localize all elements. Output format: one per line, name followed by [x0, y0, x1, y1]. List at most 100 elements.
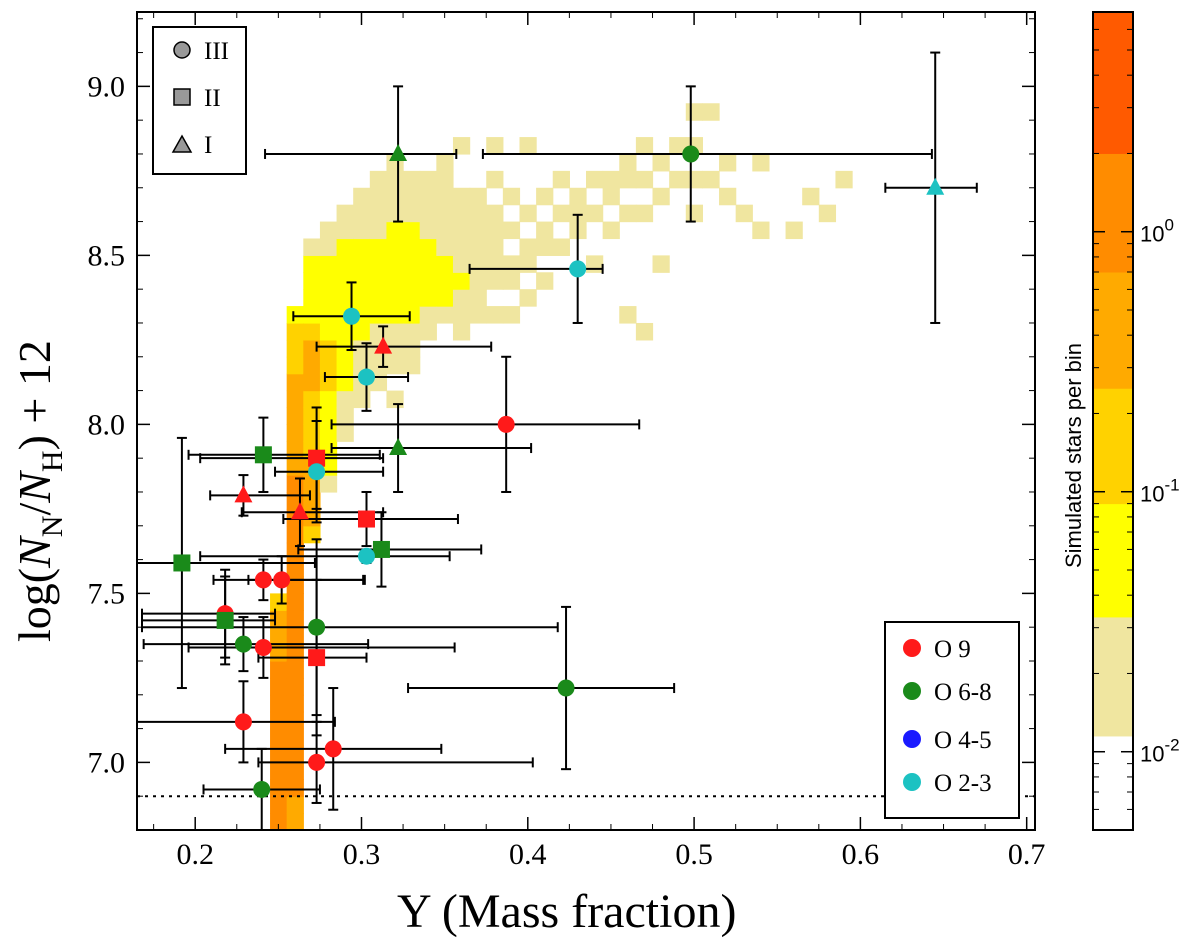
data-point-circle — [254, 571, 272, 589]
heatmap-cell — [319, 289, 338, 307]
y-axis-title-log: log( — [9, 568, 60, 642]
heatmap-cell — [419, 322, 437, 341]
heatmap-cell — [369, 187, 388, 206]
heatmap-cell — [303, 255, 321, 273]
legend-label-iii: III — [204, 38, 229, 65]
heatmap-cell — [419, 306, 437, 324]
heatmap-cell — [286, 627, 304, 645]
heatmap-cell — [303, 322, 321, 341]
heatmap-cell — [635, 170, 654, 189]
heatmap-cell — [319, 356, 338, 375]
heatmap-cell — [286, 610, 304, 628]
heatmap-cell — [486, 137, 504, 155]
data-point-triangle — [234, 485, 253, 503]
heatmap-cell — [403, 356, 421, 375]
heatmap-cell — [286, 525, 304, 544]
heatmap-cell — [286, 356, 304, 375]
heatmap-cell — [270, 813, 288, 831]
heatmap-cell — [369, 238, 388, 256]
heatmap-cell — [319, 221, 338, 240]
y-tick-label: 9.0 — [88, 70, 126, 103]
heatmap-cell — [486, 272, 504, 290]
data-point-triangle — [374, 336, 393, 354]
heatmap-cell — [469, 187, 487, 206]
data-point-triangle — [926, 177, 945, 195]
heatmap-cell — [635, 137, 654, 155]
x-tick-label: 0.3 — [343, 838, 381, 871]
legend-label-o9: O 9 — [934, 636, 971, 663]
colorbar-tick-label: 10-2 — [1140, 736, 1180, 767]
heatmap-cell — [436, 187, 454, 206]
heatmap-cell — [336, 356, 354, 375]
heatmap-cell — [469, 289, 487, 307]
heatmap-cell — [669, 170, 687, 189]
y-axis-title-n: N — [9, 535, 60, 569]
heatmap-cell — [419, 272, 437, 290]
data-point-square — [372, 540, 390, 558]
heatmap-cell — [286, 711, 304, 730]
heatmap-cell — [386, 187, 404, 206]
heatmap-cell — [286, 390, 304, 409]
data-point-triangle — [389, 143, 408, 161]
heatmap-cell — [319, 238, 338, 256]
heatmap-cell — [469, 238, 487, 256]
heatmap-cell — [419, 187, 437, 206]
heatmap-cell — [270, 796, 288, 814]
heatmap-cell — [436, 289, 454, 307]
x-axis-title: Y (Mass fraction) — [397, 885, 736, 938]
heatmap-cell — [469, 255, 487, 273]
heatmap-cell — [369, 170, 388, 189]
heatmap-cell — [336, 424, 354, 442]
heatmap-cell — [353, 390, 371, 409]
legend-o23-icon — [903, 773, 921, 791]
heatmap-cell — [569, 187, 587, 206]
heatmap-cell — [386, 238, 404, 256]
shape-legend-box — [152, 26, 247, 175]
heatmap-cell — [502, 255, 521, 273]
legend-label-o45: O 4-5 — [934, 727, 992, 754]
heatmap-cell — [336, 221, 354, 240]
heatmap-cell — [286, 677, 304, 696]
heatmap-cell — [369, 272, 388, 290]
colorbar-tick-base: 10 — [1140, 742, 1164, 767]
heatmap-cell — [286, 779, 304, 797]
data-point-circle — [357, 547, 375, 565]
heatmap-cell — [303, 339, 321, 358]
heatmap-cell — [652, 255, 670, 273]
heatmap-cell — [270, 779, 288, 797]
heatmap-cell — [303, 424, 321, 442]
heatmap-cell — [336, 390, 354, 409]
heatmap-cell — [652, 187, 670, 206]
heatmap-cell — [336, 289, 354, 307]
data-point-square — [308, 649, 326, 667]
heatmap-cell — [502, 187, 521, 206]
heatmap-cell — [319, 475, 338, 493]
data-point-circle — [357, 368, 375, 386]
heatmap-cell — [303, 373, 321, 392]
heatmap-cell — [436, 255, 454, 273]
colorbar-band — [1093, 616, 1133, 737]
heatmap-cell — [386, 322, 404, 341]
heatmap-cell — [419, 255, 437, 273]
heatmap-cell — [270, 728, 288, 747]
heatmap-cell — [436, 204, 454, 223]
heatmap-cell — [303, 272, 321, 290]
heatmap-cell — [403, 238, 421, 256]
colorbar-tick-exponent: 0 — [1164, 216, 1173, 235]
heatmap-cell — [303, 407, 321, 425]
heatmap-cell — [369, 306, 388, 324]
x-tick-label: 0.6 — [842, 838, 880, 871]
heatmap-cell — [752, 153, 770, 172]
simulated-stars-heatmap — [270, 103, 853, 831]
heatmap-cell — [369, 204, 388, 223]
data-point-circle — [557, 679, 575, 697]
heatmap-cell — [519, 204, 537, 223]
heatmap-cell — [469, 272, 487, 290]
heatmap-cell — [502, 221, 521, 240]
heatmap-cell — [386, 170, 404, 189]
heatmap-cell — [403, 170, 421, 189]
heatmap-cell — [319, 306, 338, 324]
heatmap-cell — [303, 289, 321, 307]
heatmap-cell — [386, 390, 404, 409]
